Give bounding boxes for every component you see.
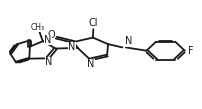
Text: N: N [87,59,95,69]
Text: Cl: Cl [88,18,98,28]
Text: H: H [125,38,132,47]
Text: N: N [68,42,76,52]
Text: CH₃: CH₃ [30,23,44,32]
Text: O: O [47,30,55,40]
Text: F: F [188,46,193,56]
Text: N: N [44,35,52,45]
Text: N: N [45,57,52,67]
Text: N: N [125,36,132,46]
